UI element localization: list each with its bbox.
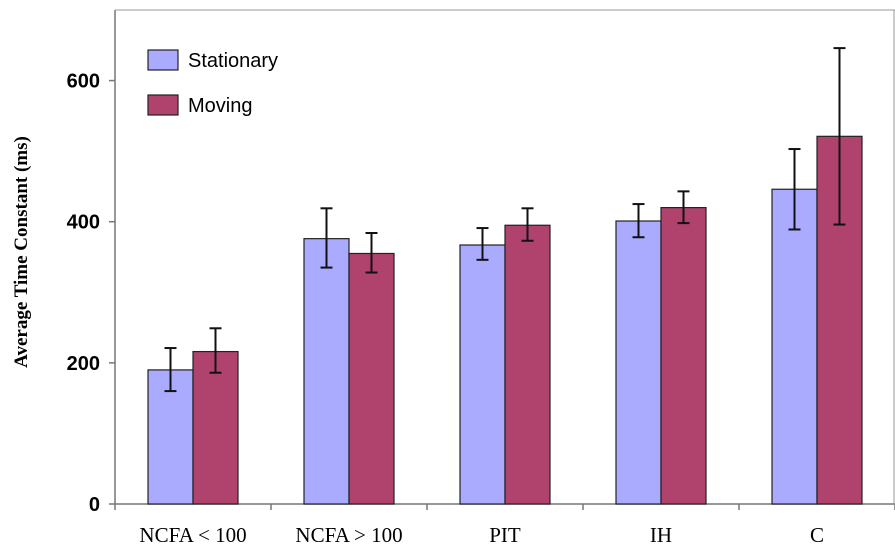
legend-label: Stationary [188,50,278,72]
x-category-label: IH [650,523,672,547]
x-category-label: NCFA < 100 [139,523,246,547]
chart-error-bars [164,47,846,393]
y-tick-label: 200 [67,353,100,375]
bar-moving [192,350,239,505]
bar-stationary [303,238,350,505]
x-category-label: NCFA > 100 [295,523,402,547]
legend-swatch [147,94,179,116]
x-category-label: PIT [489,523,521,547]
y-axis-ticks: 0 200 400 600 [67,71,115,516]
x-axis-categories: NCFA < 100 NCFA > 100 PIT IH C [114,504,895,547]
y-tick-label: 0 [89,494,100,516]
bar-moving [504,224,551,505]
bar-moving [348,252,395,505]
bar-stationary [147,369,194,505]
legend: Stationary Moving [147,49,278,117]
y-tick-label: 400 [67,212,100,234]
bar-stationary [459,244,506,505]
y-tick-label: 600 [67,71,100,93]
chart-bars [147,135,863,505]
y-axis-title: Average Time Constant (ms) [11,136,32,368]
bar-moving [660,207,707,505]
legend-swatch [147,49,179,71]
legend-label: Moving [188,95,252,117]
chart-axes [114,9,895,505]
bar-stationary [615,220,662,505]
x-category-label: C [810,523,824,547]
bar-stationary [771,188,818,505]
